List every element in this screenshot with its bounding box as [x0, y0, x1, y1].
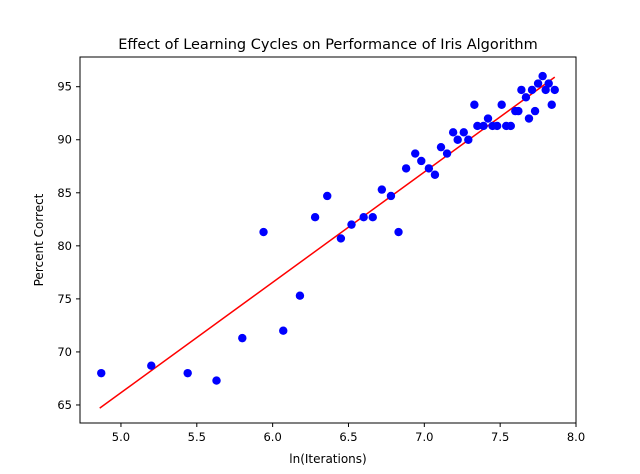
data-point [521, 93, 531, 102]
data-point [506, 121, 515, 131]
data-point [336, 234, 346, 243]
data-point [479, 121, 488, 131]
data-point [464, 135, 473, 144]
data-point [517, 85, 526, 95]
data-point [436, 142, 446, 152]
data-point [524, 114, 534, 123]
data-point [497, 100, 506, 109]
data-point [147, 361, 156, 370]
data-point [417, 156, 426, 166]
data-point [483, 114, 493, 123]
x-tick-label: 7.5 [491, 430, 509, 444]
data-point [279, 326, 288, 335]
data-point [401, 164, 411, 173]
y-tick-label: 85 [57, 186, 72, 200]
y-tick-label: 70 [57, 345, 72, 359]
data-point [473, 121, 482, 131]
data-point [411, 149, 420, 158]
data-point [527, 85, 537, 95]
y-axis: 65 70 75 80 85 90 95 [57, 80, 80, 412]
data-point [544, 79, 553, 88]
data-point [430, 170, 440, 179]
x-tick-label: 8.0 [567, 430, 585, 444]
x-tick-label: 5.5 [188, 430, 206, 444]
data-point [514, 106, 523, 116]
y-tick-label: 95 [57, 80, 72, 94]
x-tick-label: 6.5 [339, 430, 357, 444]
chart-title: Effect of Learning Cycles on Performance… [118, 37, 537, 53]
data-point [442, 149, 452, 158]
data-point [448, 128, 458, 137]
x-axis: 5.0 5.5 6.0 6.5 7.0 7.5 8.0 [112, 423, 585, 444]
y-tick-label: 65 [57, 398, 72, 412]
data-point [424, 164, 434, 173]
x-tick-label: 6.0 [263, 430, 281, 444]
data-point [394, 227, 403, 237]
data-point [538, 71, 547, 81]
data-point [377, 185, 387, 194]
data-point [295, 291, 305, 300]
plot-area [97, 71, 559, 409]
data-point [550, 85, 559, 95]
x-tick-label: 7.0 [415, 430, 433, 444]
data-point [541, 85, 550, 95]
y-tick-label: 80 [57, 239, 72, 253]
data-point [386, 191, 396, 201]
x-tick-label: 5.0 [112, 430, 130, 444]
data-point [97, 368, 106, 378]
data-point [259, 227, 268, 237]
data-point [368, 212, 377, 222]
data-point [530, 106, 540, 116]
data-point [492, 121, 502, 131]
trend-line [99, 76, 556, 409]
data-point [459, 128, 468, 137]
axes-frame [79, 56, 577, 424]
y-tick-label: 75 [57, 292, 72, 306]
data-point [183, 368, 192, 378]
y-tick-label: 90 [57, 133, 72, 147]
data-point [547, 100, 556, 109]
data-point [212, 376, 221, 385]
data-point [238, 333, 247, 343]
data-point [533, 79, 543, 88]
x-axis-label: ln(Iterations) [289, 452, 366, 466]
data-point [310, 212, 320, 222]
y-axis-label: Percent Correct [32, 193, 46, 286]
data-point [453, 135, 462, 144]
data-point [347, 220, 356, 229]
data-point [323, 191, 332, 201]
data-point [359, 212, 368, 222]
data-point [470, 100, 479, 109]
